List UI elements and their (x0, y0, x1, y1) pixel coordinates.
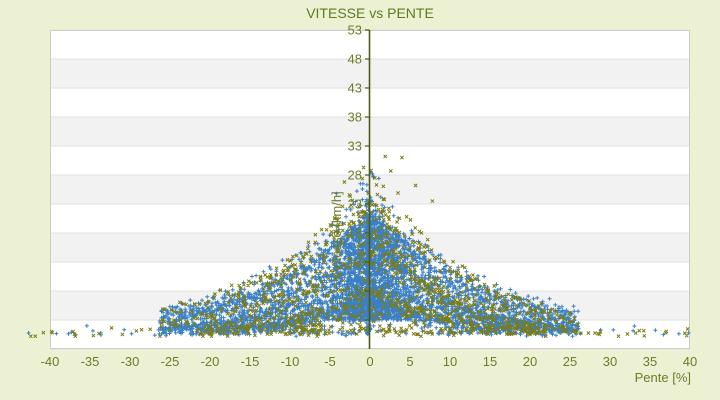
x-tick-label: -30 (121, 354, 140, 369)
x-tick-label: -10 (281, 354, 300, 369)
y-tick-label: 38 (348, 110, 362, 125)
x-tick-label: -5 (324, 354, 336, 369)
x-tick-label: 5 (406, 354, 413, 369)
y-tick-label: 48 (348, 52, 362, 67)
x-tick-label: -25 (161, 354, 180, 369)
x-tick-label: 35 (643, 354, 657, 369)
zero-axis (365, 29, 371, 349)
y-tick-label: 33 (348, 139, 362, 154)
y-tick-label: 13 (348, 255, 362, 270)
y-tick-label: 43 (348, 81, 362, 96)
y-tick-label: 8 (355, 284, 362, 299)
y-tick-label: 18 (348, 226, 362, 241)
chart-title: VITESSE vs PENTE (306, 5, 434, 21)
x-tick-label: 0 (366, 354, 373, 369)
x-tick-label: 40 (683, 354, 697, 369)
y-tick-label: 23 (348, 197, 362, 212)
x-tick-label: -40 (41, 354, 60, 369)
x-axis-label: Pente [%] (635, 370, 691, 385)
x-tick-label: 10 (443, 354, 457, 369)
x-axis-tick-labels: -40 -35 -30 -25 -20 -15 -10 -5 0 5 10 15 20 25 30 35 40 (41, 354, 698, 369)
y-tick-label: 53 (348, 23, 362, 38)
x-tick-label: 30 (603, 354, 617, 369)
x-tick-label: 25 (563, 354, 577, 369)
x-tick-label: 20 (523, 354, 537, 369)
scatter-series-olive (28, 154, 690, 339)
y-tick-label: 3 (355, 313, 362, 328)
x-tick-label: -20 (201, 354, 220, 369)
x-tick-label: -15 (241, 354, 260, 369)
x-tick-label: 15 (483, 354, 497, 369)
y-axis-label: Vitesse [km/h] (329, 191, 344, 272)
x-tick-label: -35 (81, 354, 100, 369)
y-tick-label: 28 (348, 168, 362, 183)
